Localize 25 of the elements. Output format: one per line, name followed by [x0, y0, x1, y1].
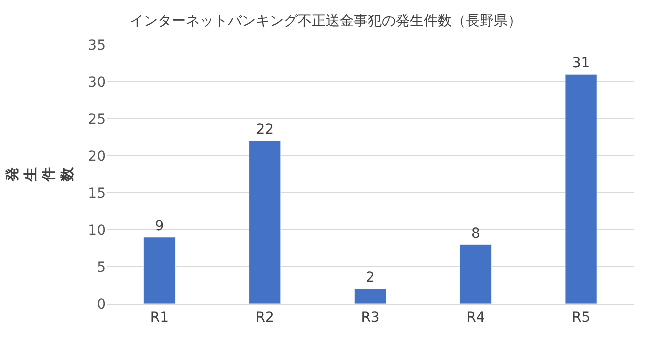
y-tick-label: 35	[88, 38, 106, 54]
bar	[249, 140, 282, 304]
x-tick-label: R2	[256, 310, 274, 326]
bar	[460, 244, 492, 304]
x-tick-label: R3	[361, 310, 380, 326]
y-tick-label: 25	[88, 112, 106, 128]
data-label: 2	[366, 270, 375, 286]
y-axis-title: 発生件数	[5, 166, 76, 182]
data-label: 9	[155, 218, 164, 234]
x-tick-label: R5	[572, 310, 591, 326]
x-tick-label: R4	[466, 310, 486, 326]
chart-title: インターネットバンキング不正送金事犯の発生件数（長野県）	[130, 13, 522, 30]
y-tick-label: 10	[88, 222, 106, 239]
bar	[565, 74, 598, 304]
bar	[354, 288, 387, 304]
data-label: 22	[256, 122, 274, 138]
y-tick-label: 0	[97, 296, 106, 313]
data-label: 8	[471, 226, 480, 242]
data-label: 31	[572, 56, 590, 72]
y-tick-label: 30	[88, 74, 106, 91]
x-tick-label: R1	[150, 310, 170, 326]
y-tick-label: 5	[97, 260, 106, 276]
y-tick-label: 15	[88, 186, 106, 202]
y-tick-label: 20	[88, 148, 106, 165]
bar	[144, 237, 176, 304]
